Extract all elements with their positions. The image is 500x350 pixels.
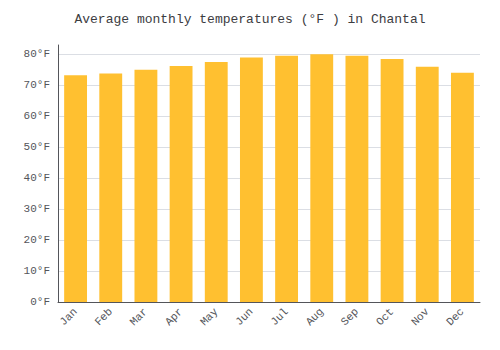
svg-text:Dec: Dec (444, 306, 466, 328)
svg-text:Apr: Apr (163, 306, 185, 328)
svg-text:80°F: 80°F (24, 48, 50, 60)
svg-text:10°F: 10°F (24, 265, 50, 277)
svg-text:Mar: Mar (128, 306, 150, 328)
svg-text:Jul: Jul (268, 306, 290, 328)
svg-text:50°F: 50°F (24, 141, 50, 153)
svg-text:30°F: 30°F (24, 203, 50, 215)
svg-text:Average monthly temperatures (: Average monthly temperatures (°F ) in Ch… (74, 12, 425, 27)
svg-text:Jun: Jun (233, 306, 255, 328)
svg-text:Jan: Jan (57, 306, 79, 328)
svg-text:Feb: Feb (93, 306, 115, 328)
svg-text:May: May (198, 305, 221, 328)
svg-text:40°F: 40°F (24, 172, 50, 184)
svg-text:Sep: Sep (339, 306, 361, 328)
svg-text:70°F: 70°F (24, 79, 50, 91)
svg-text:Oct: Oct (374, 306, 396, 328)
svg-text:60°F: 60°F (24, 110, 50, 122)
svg-text:Nov: Nov (409, 305, 432, 328)
svg-text:20°F: 20°F (24, 234, 50, 246)
svg-text:Aug: Aug (304, 306, 326, 328)
svg-text:0°F: 0°F (30, 296, 50, 308)
